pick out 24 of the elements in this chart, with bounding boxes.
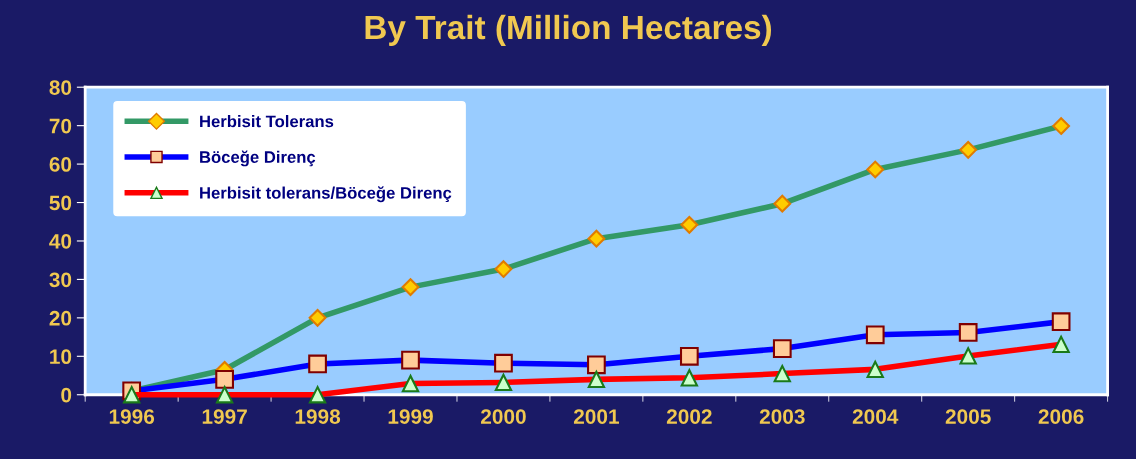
x-tick-label: 2005 bbox=[945, 409, 991, 424]
x-tick-label: 2003 bbox=[759, 409, 805, 424]
x-tick-label: 1999 bbox=[388, 409, 433, 424]
y-tick-label: 20 bbox=[49, 310, 72, 326]
x-tick-label: 2006 bbox=[1038, 409, 1084, 424]
x-tick-label: 1998 bbox=[295, 409, 341, 424]
x-tick-label: 2001 bbox=[573, 409, 619, 424]
legend-label: Herbisit Tolerans bbox=[200, 115, 334, 128]
legend-label: Böceğe Direnç bbox=[200, 150, 316, 167]
y-tick-label: 50 bbox=[49, 195, 72, 211]
x-tick-label: 2004 bbox=[852, 409, 899, 424]
x-tick-label: 2000 bbox=[481, 409, 526, 424]
y-tick-label: 10 bbox=[50, 349, 72, 365]
y-tick-label: 30 bbox=[49, 272, 72, 288]
y-tick-label: 80 bbox=[49, 80, 72, 95]
y-tick-label: 70 bbox=[49, 118, 72, 134]
y-tick-label: 0 bbox=[61, 387, 72, 403]
x-tick-label: 1997 bbox=[202, 409, 247, 424]
x-tick-label: 2002 bbox=[666, 409, 712, 424]
legend-label: Herbisit tolerans/Böceğe Direnç bbox=[200, 186, 452, 203]
y-tick-label: 40 bbox=[49, 233, 72, 249]
y-tick-label: 60 bbox=[49, 157, 72, 172]
x-tick-label: 1996 bbox=[109, 409, 155, 424]
chart-title: By Trait (Million Hectares) bbox=[365, 14, 772, 46]
